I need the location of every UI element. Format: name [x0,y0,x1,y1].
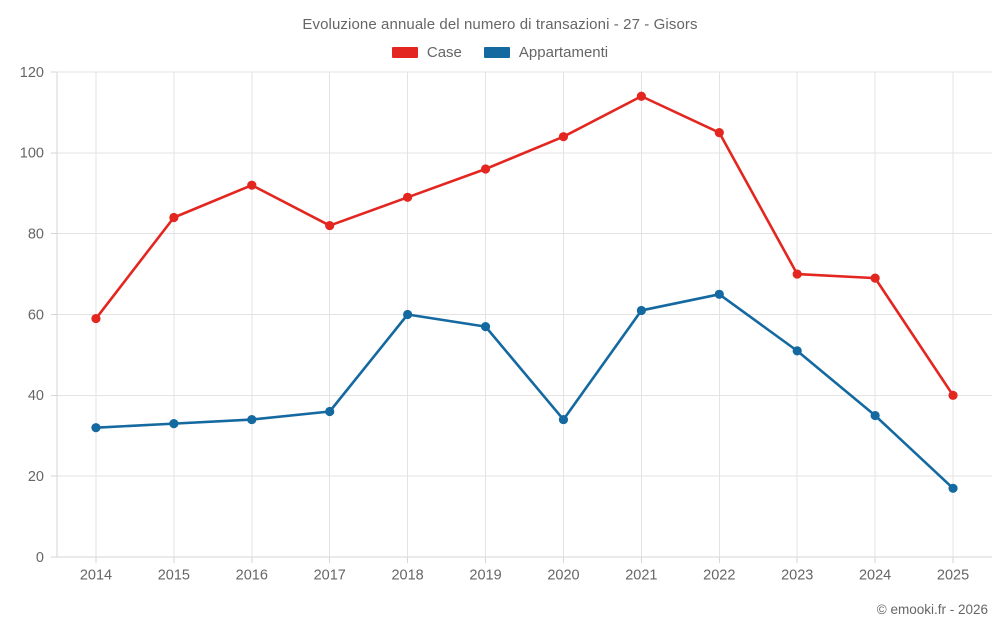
data-point[interactable] [247,414,257,425]
chart-legend: Case Appartamenti [0,44,1000,61]
data-point[interactable] [636,305,646,316]
data-point[interactable] [403,309,413,320]
data-point[interactable] [792,346,802,356]
series-line-appartamenti [94,292,955,490]
data-point[interactable] [948,390,958,400]
legend-label-appartamenti: Appartamenti [518,44,609,61]
data-point[interactable] [91,313,101,324]
y-axis-tick-label: 40 [28,388,44,404]
x-axis-tick-label: 2020 [547,568,579,584]
x-axis-tick-label: 2018 [391,568,423,584]
x-axis-tick-label: 2021 [625,568,657,584]
y-axis-tick-label: 20 [28,469,44,485]
data-point[interactable] [247,180,257,190]
data-point[interactable] [870,273,880,283]
chart-title: Evoluzione annuale del numero di transaz… [302,16,698,33]
x-axis-tick-label: 2016 [236,568,268,584]
line-swatch-icon [391,47,418,58]
data-point[interactable] [325,406,335,417]
x-axis-tick-label: 2025 [937,568,969,584]
data-point[interactable] [714,289,724,299]
x-axis-tick-label: 2019 [469,568,501,584]
data-point[interactable] [91,423,101,433]
data-point[interactable] [169,419,179,429]
legend-item-appartamenti[interactable]: Appartamenti [483,44,609,61]
y-axis-tick-label: 80 [28,226,44,242]
data-point[interactable] [792,269,802,279]
y-axis-tick-label: 100 [20,146,44,162]
data-point[interactable] [403,192,413,202]
data-point[interactable] [480,164,491,174]
data-point[interactable] [870,410,880,421]
y-axis-tick-label: 0 [36,550,44,566]
line-swatch-icon [483,47,510,58]
data-point[interactable] [714,128,724,138]
series-line-case [94,94,955,397]
x-axis-tick-label: 2015 [158,568,190,584]
x-axis-tick-label: 2022 [703,568,735,584]
data-point[interactable] [325,220,335,231]
data-point[interactable] [558,132,569,142]
footer-credit: © emooki.fr - 2026 [876,602,988,617]
x-axis-tick-label: 2017 [314,568,346,584]
data-point[interactable] [948,483,958,493]
data-point[interactable] [169,212,179,223]
x-axis-tick-label: 2014 [80,568,112,584]
data-point[interactable] [480,322,491,332]
legend-label-case: Case [426,44,462,61]
data-point[interactable] [636,91,646,101]
legend-item-case[interactable]: Case [391,44,462,61]
y-axis-tick-label: 120 [20,65,44,81]
y-axis-tick-label: 60 [28,307,44,323]
data-point[interactable] [558,414,569,425]
x-axis-tick-label: 2023 [781,568,813,584]
x-axis-tick-label: 2024 [859,568,891,584]
